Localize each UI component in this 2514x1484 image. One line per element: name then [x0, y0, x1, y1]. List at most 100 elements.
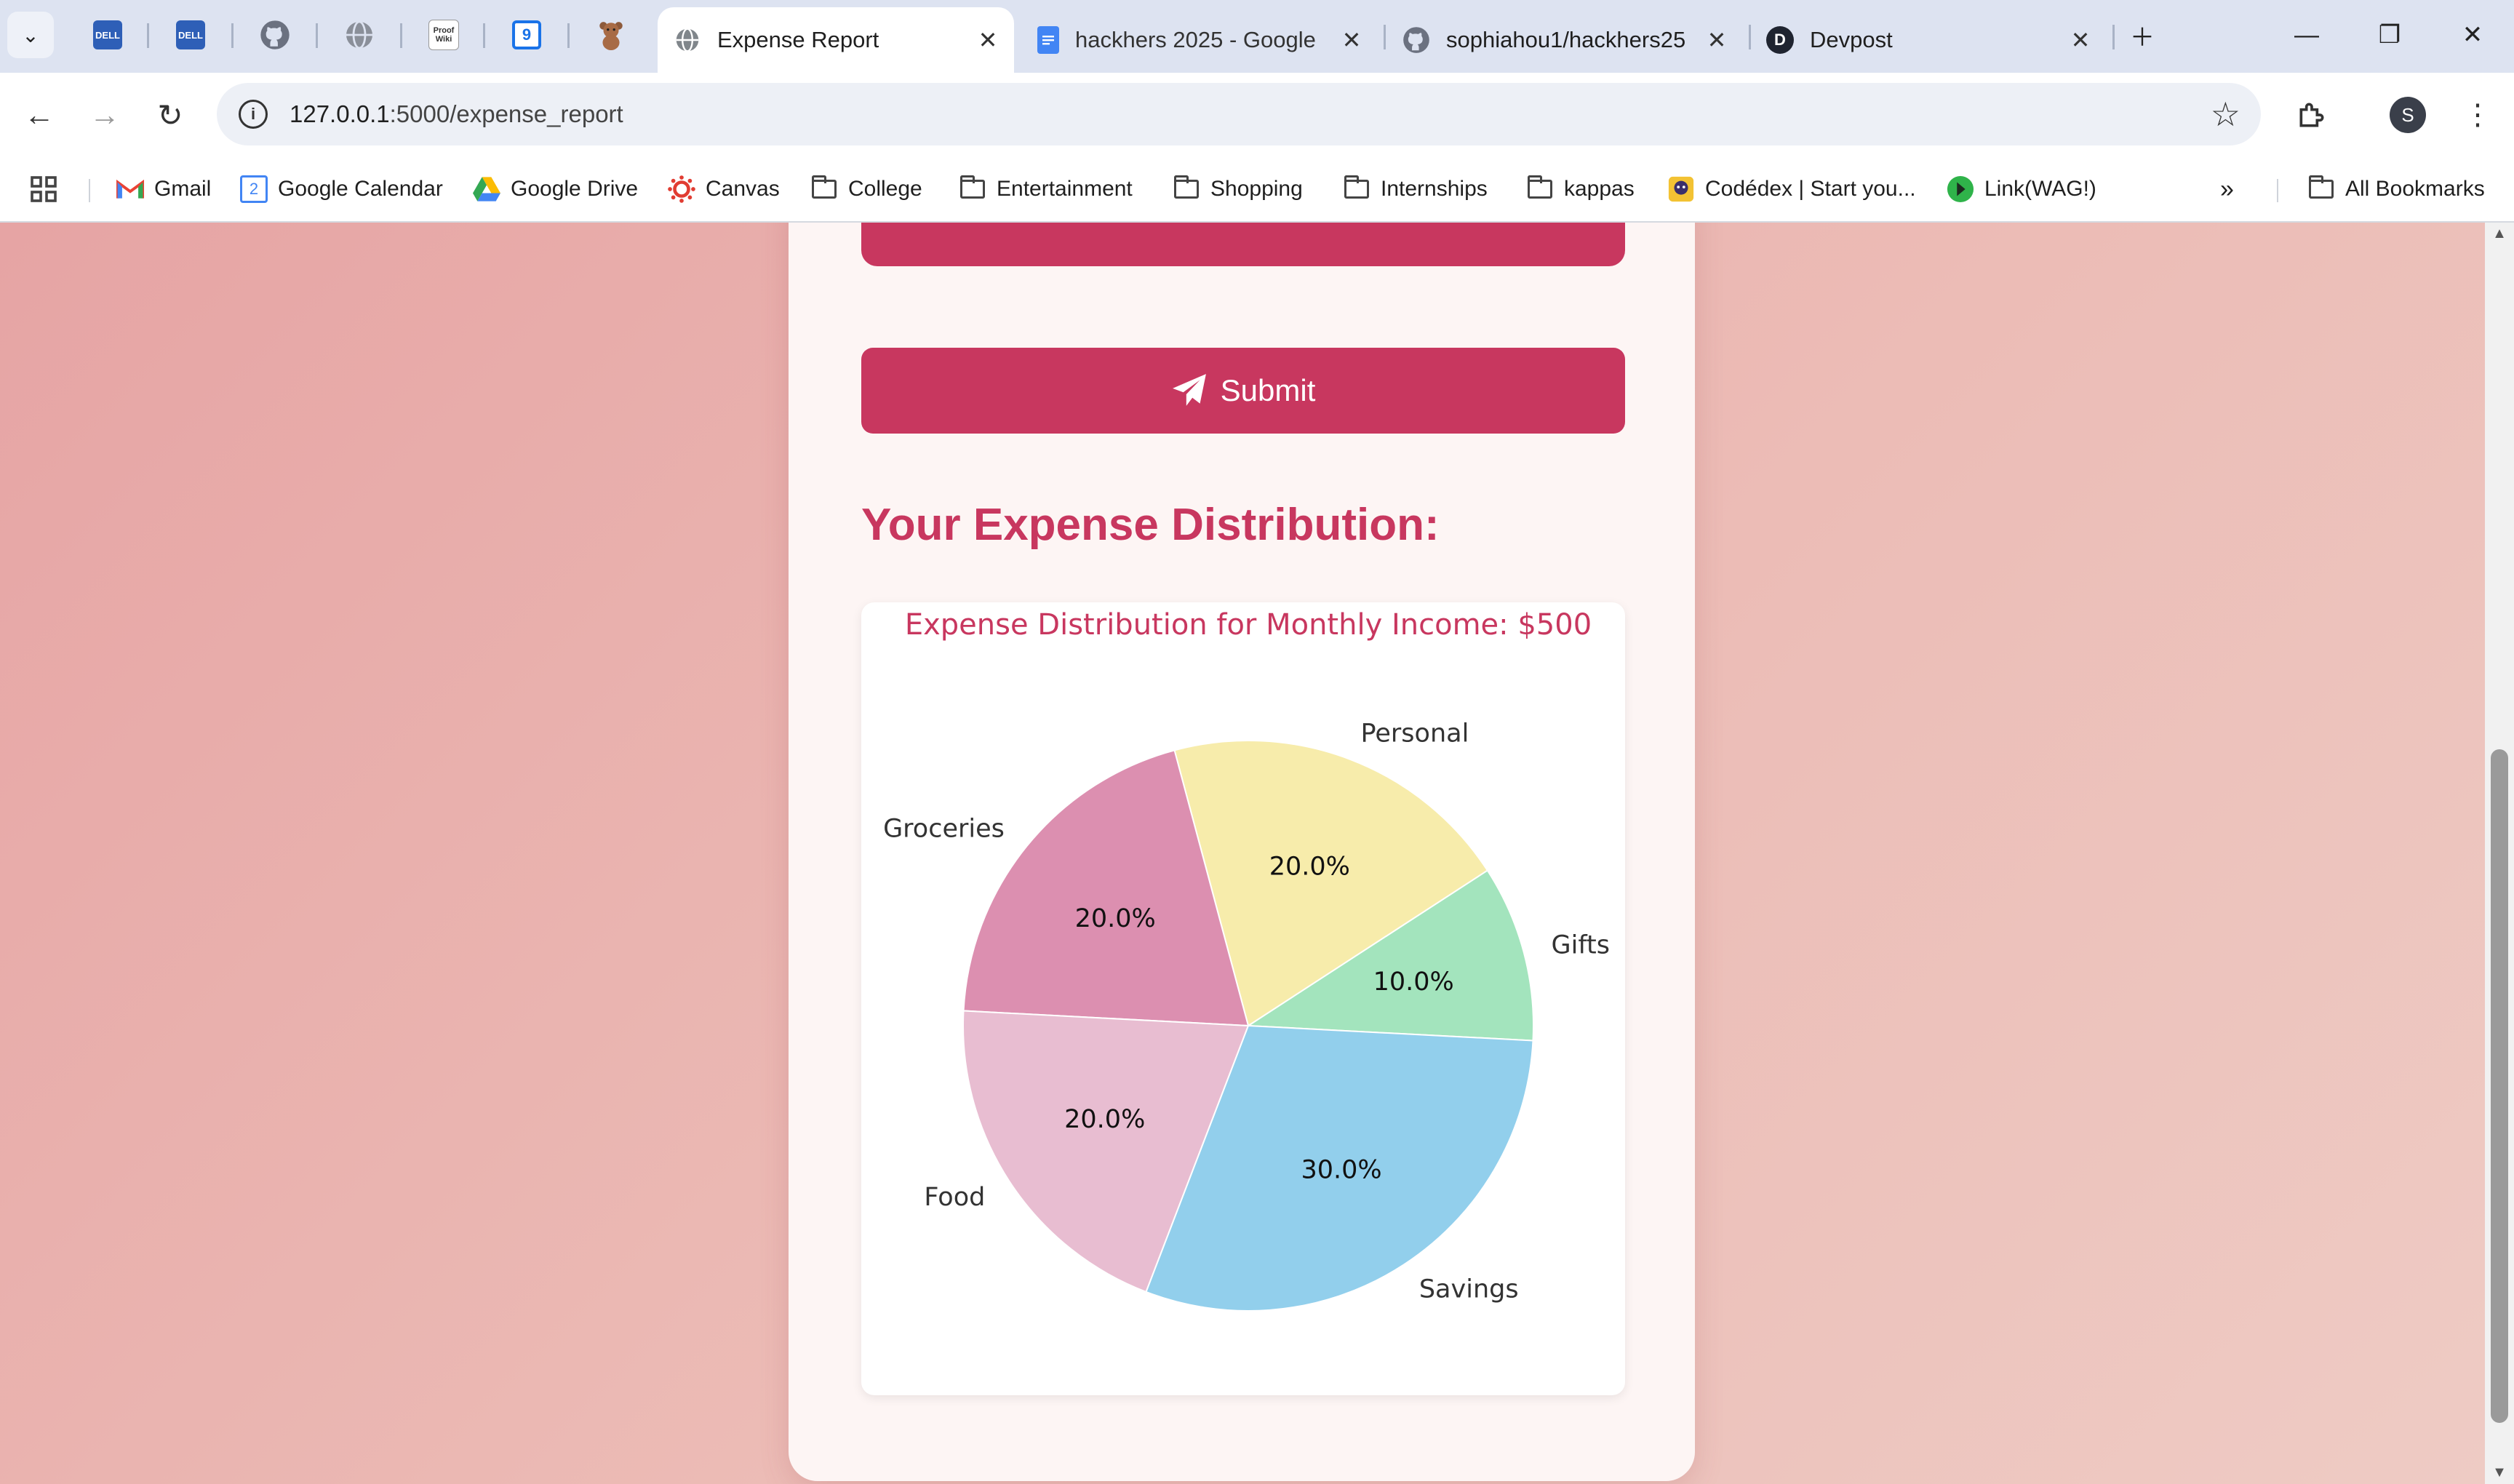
calendar-icon: 9	[512, 20, 541, 49]
submit-button[interactable]: Submit	[861, 348, 1625, 434]
bookmark-label: Google Drive	[511, 177, 639, 201]
dell-icon: DELL	[93, 20, 122, 49]
bookmark-label: Codédex | Start you...	[1705, 177, 1916, 201]
pie-slice-personal	[1173, 740, 1489, 1027]
folder-icon	[1343, 175, 1370, 203]
globe-icon	[346, 20, 372, 49]
forward-arrow-icon[interactable]: →	[89, 97, 120, 132]
bookmark-google-drive[interactable]: Google Drive	[473, 169, 638, 210]
pie-percent-label: 20.0%	[1075, 904, 1156, 933]
google-docs-icon	[1037, 26, 1059, 54]
page-scrollbar[interactable]: ▲ ▼	[2485, 223, 2514, 1484]
chart-card: Expense Distribution for Monthly Income:…	[861, 602, 1625, 1395]
apps-grid-icon[interactable]	[29, 169, 58, 210]
pinned-tab-globe[interactable]	[342, 17, 377, 52]
tab-github-repo[interactable]: sophiahou1/hackhers25 ✕	[1386, 7, 1743, 73]
tab-separator	[147, 23, 149, 48]
bookmark-label: kappas	[1564, 177, 1635, 201]
scrollbar-thumb[interactable]	[2491, 749, 2508, 1423]
bookmark-folder-kappas[interactable]: kappas	[1526, 169, 1635, 210]
submit-label: Submit	[1220, 373, 1316, 407]
bookmark-label: Entertainment	[997, 177, 1133, 201]
pie-category-label: Food	[924, 1183, 985, 1212]
scroll-up-arrow-icon[interactable]: ▲	[2492, 226, 2507, 242]
tab-google-docs[interactable]: hackhers 2025 - Google ✕	[1021, 7, 1378, 73]
folder-icon	[959, 175, 986, 203]
teddy-bear-icon	[599, 22, 623, 50]
tab-search-chevron-icon[interactable]: ⌄	[7, 12, 54, 58]
pinned-tab-calendar[interactable]: 9	[509, 17, 544, 52]
folder-icon	[2307, 175, 2335, 203]
pie-slice-food	[962, 1010, 1250, 1293]
bookmark-label: Gmail	[154, 177, 212, 201]
bookmark-label: Link(WAG!)	[1984, 177, 2096, 201]
bookmark-folder-internships[interactable]: Internships	[1343, 169, 1488, 210]
bookmark-label: All Bookmarks	[2345, 177, 2485, 201]
menu-kebab-icon[interactable]: ⋮	[2463, 99, 2492, 131]
devpost-icon: D	[1766, 26, 1794, 54]
pie-slice-savings	[1145, 1024, 1534, 1312]
google-drive-icon	[473, 175, 500, 203]
bookmark-label: Internships	[1381, 177, 1488, 201]
tab-separator	[400, 23, 402, 48]
pie-category-label: Savings	[1419, 1275, 1519, 1304]
close-icon[interactable]: ✕	[2070, 27, 2091, 53]
page-viewport: Submit Your Expense Distribution: Expens…	[0, 223, 2485, 1484]
bookmark-canvas[interactable]: Canvas	[668, 169, 780, 210]
bookmark-google-calendar[interactable]: 2 Google Calendar	[240, 169, 443, 210]
window-close-icon[interactable]: ✕	[2462, 21, 2483, 49]
minimize-icon[interactable]: —	[2294, 20, 2319, 49]
previous-button-partial[interactable]	[861, 223, 1625, 266]
tab-separator	[316, 23, 318, 48]
pie-slice-gifts	[1245, 869, 1534, 1042]
tab-separator	[483, 23, 485, 48]
codedex-icon	[1667, 175, 1695, 203]
close-icon[interactable]: ✕	[978, 27, 998, 53]
expense-form-card: Submit Your Expense Distribution: Expens…	[789, 223, 1695, 1481]
new-tab-plus-icon[interactable]: ＋	[2130, 23, 2155, 52]
bookmark-codedex[interactable]: Codédex | Start you...	[1667, 169, 1916, 210]
bookmark-link-wag[interactable]: Link(WAG!)	[1947, 169, 2096, 210]
extensions-puzzle-icon[interactable]	[2287, 90, 2337, 140]
bookmark-gmail[interactable]: Gmail	[116, 169, 211, 210]
reload-icon[interactable]: ↻	[157, 97, 183, 132]
bookmark-folder-entertainment[interactable]: Entertainment	[959, 169, 1133, 210]
pinned-tab-teddy[interactable]	[594, 17, 628, 52]
tab-separator	[231, 23, 234, 48]
close-icon[interactable]: ✕	[1707, 27, 1727, 53]
pie-chart: Expense Distribution for Monthly Income:…	[883, 608, 1610, 1312]
bookmarks-overflow-chevron-icon[interactable]: »	[2220, 175, 2234, 203]
bookmark-label: Canvas	[706, 177, 780, 201]
site-info-icon[interactable]: i	[239, 100, 268, 129]
bookmark-folder-shopping[interactable]: Shopping	[1173, 169, 1303, 210]
chart-title: Expense Distribution for Monthly Income:…	[905, 608, 1592, 642]
pinned-tab-github[interactable]	[258, 17, 292, 52]
pinned-tab-dell[interactable]: DELL	[90, 17, 125, 52]
back-arrow-icon[interactable]: ←	[24, 97, 55, 132]
tab-devpost[interactable]: D Devpost ✕	[1750, 7, 2107, 73]
dell-icon: DELL	[176, 20, 205, 49]
bookmark-label: Shopping	[1210, 177, 1303, 201]
pie-percent-label: 20.0%	[1064, 1105, 1145, 1134]
tab-title: Expense Report	[717, 27, 879, 52]
tab-expense-report[interactable]: Expense Report ✕	[658, 7, 1014, 73]
restore-icon[interactable]: ❐	[2378, 21, 2401, 49]
pinned-tab-proofwiki[interactable]: Proof Wiki	[426, 17, 461, 52]
tab-separator	[567, 23, 570, 48]
folder-icon	[1173, 175, 1200, 203]
gmail-icon	[116, 175, 144, 203]
browser-toolbar: ← → ↻ i 127.0.0.1:5000/expense_report ☆ …	[0, 73, 2514, 156]
close-icon[interactable]: ✕	[1341, 27, 1362, 53]
scroll-down-arrow-icon[interactable]: ▼	[2492, 1464, 2507, 1480]
bookmark-folder-college[interactable]: College	[810, 169, 922, 210]
folder-icon	[810, 175, 838, 203]
pinned-tab-dell-2[interactable]: DELL	[173, 17, 208, 52]
tab-separator	[1749, 25, 1751, 49]
profile-avatar[interactable]: S	[2383, 90, 2433, 140]
bookmark-star-icon[interactable]: ☆	[2210, 95, 2240, 133]
address-bar[interactable]: i 127.0.0.1:5000/expense_report ☆	[217, 83, 2261, 145]
pie-percent-label: 30.0%	[1301, 1155, 1382, 1184]
all-bookmarks[interactable]: All Bookmarks	[2307, 169, 2485, 210]
paper-plane-icon	[1172, 374, 1206, 406]
pie-percent-label: 20.0%	[1269, 852, 1350, 881]
